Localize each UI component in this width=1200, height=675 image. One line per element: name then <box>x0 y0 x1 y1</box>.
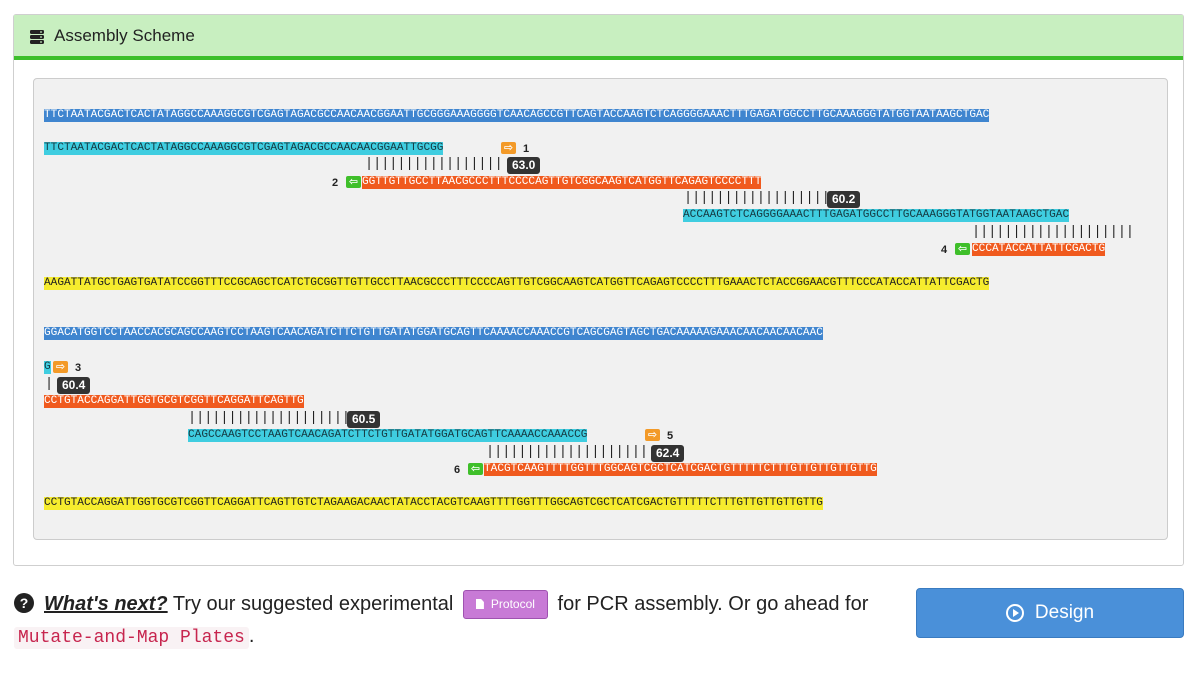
pairing-bars: |||||||||||||||||| <box>684 191 830 206</box>
whats-next-text-middle: for PCR assembly. Or go ahead for <box>551 593 869 615</box>
primer-6-sequence: TACGTCAAGTTTTGGTTTGGCAGTCGCTCATCGACTGTTT… <box>484 463 877 476</box>
primer-4-sequence: CCCATACCATTATTCGACTG <box>972 243 1106 256</box>
panel-title: Assembly Scheme <box>54 25 195 45</box>
primer-3-number: 3 <box>75 362 82 374</box>
question-circle-icon: ? <box>14 593 34 613</box>
primer-6-number: 6 <box>454 464 461 476</box>
file-icon <box>475 599 484 609</box>
melting-temp-badge: 60.5 <box>347 411 381 428</box>
database-icon <box>30 29 44 44</box>
primer-2-sequence: GGTTGTTGCCTTAACGCCCTTTCCCCAGTTGTCGGCAAGT… <box>362 176 762 189</box>
whats-next-text: ? What's next? Try our suggested experime… <box>14 588 894 654</box>
primer-2-number: 2 <box>332 177 339 189</box>
primer-3-sequence: G <box>44 361 51 374</box>
panel-heading: Assembly Scheme <box>14 15 1183 60</box>
protocol-label: Protocol <box>490 597 535 611</box>
pairing-bars: ||||||||||||||||| <box>365 157 503 172</box>
whats-next-text-after: . <box>248 625 255 647</box>
template-sequence-2: GGACATGGTCCTAACCACGCAGCCAAGTCCTAAGTCAACA… <box>44 327 823 340</box>
arrow-left-icon: ⇦ <box>468 463 483 475</box>
template-sequence-1: TTCTAATACGACTCACTATAGGCCAAAGGCGTCGAGTAGA… <box>44 109 990 122</box>
whats-next-label: What's next? <box>44 593 168 615</box>
primer-4-number: 4 <box>941 244 948 256</box>
play-circle-icon <box>1005 604 1024 622</box>
primer-4-sequence: CCTGTACCAGGATTGGTGCGTCGGTTCAGGATTCAGTTG <box>44 395 304 408</box>
whats-next-text-before: Try our suggested experimental <box>167 593 459 615</box>
primer-5-sequence: CAGCCAAGTCCTAAGTCAACAGATCTTCTGTTGATATGGA… <box>188 429 588 442</box>
primer-1-sequence: TTCTAATACGACTCACTATAGGCCAAAGGCGTCGAGTAGA… <box>44 142 444 155</box>
design-label: Design <box>1034 602 1095 623</box>
melting-temp-badge: 60.2 <box>827 191 861 208</box>
arrow-right-icon: ⇨ <box>53 361 68 373</box>
arrow-left-icon: ⇦ <box>955 243 970 255</box>
arrow-right-icon: ⇨ <box>645 429 660 441</box>
sequence-viewer: TTCTAATACGACTCACTATAGGCCAAAGGCGTCGAGTAGA… <box>33 78 1168 540</box>
protocol-button[interactable]: Protocol <box>462 590 548 619</box>
pairing-bars: |||||||||||||||||||| <box>188 411 351 426</box>
assembly-scheme-panel: Assembly Scheme TTCTAATACGACTCACTATAGGCC… <box>13 14 1184 566</box>
pairing-bars: | <box>45 377 54 392</box>
pairing-bars: |||||||||||||||||||| <box>972 225 1135 240</box>
complement-sequence-1: AAGATTATGCTGAGTGATATCCGGTTTCCGCAGCTCATCT… <box>44 277 990 290</box>
melting-temp-badge: 60.4 <box>57 377 91 394</box>
primer-5-number: 5 <box>667 430 674 442</box>
primer-1-number: 1 <box>523 143 530 155</box>
complement-sequence-2: CCTGTACCAGGATTGGTGCGTCGGTTCAGGATTCAGTTGT… <box>44 497 823 510</box>
melting-temp-badge: 62.4 <box>651 445 685 462</box>
primer-3-sequence: ACCAAGTCTCAGGGGAAACTTTGAGATGGCCTTGCAAAGG… <box>683 209 1070 222</box>
mutate-and-map-link[interactable]: Mutate-and-Map Plates <box>14 627 249 649</box>
design-button[interactable]: Design <box>916 588 1184 638</box>
arrow-left-icon: ⇦ <box>346 176 361 188</box>
melting-temp-badge: 63.0 <box>507 157 541 174</box>
arrow-right-icon: ⇨ <box>501 142 516 154</box>
pairing-bars: |||||||||||||||||||| <box>486 445 649 460</box>
